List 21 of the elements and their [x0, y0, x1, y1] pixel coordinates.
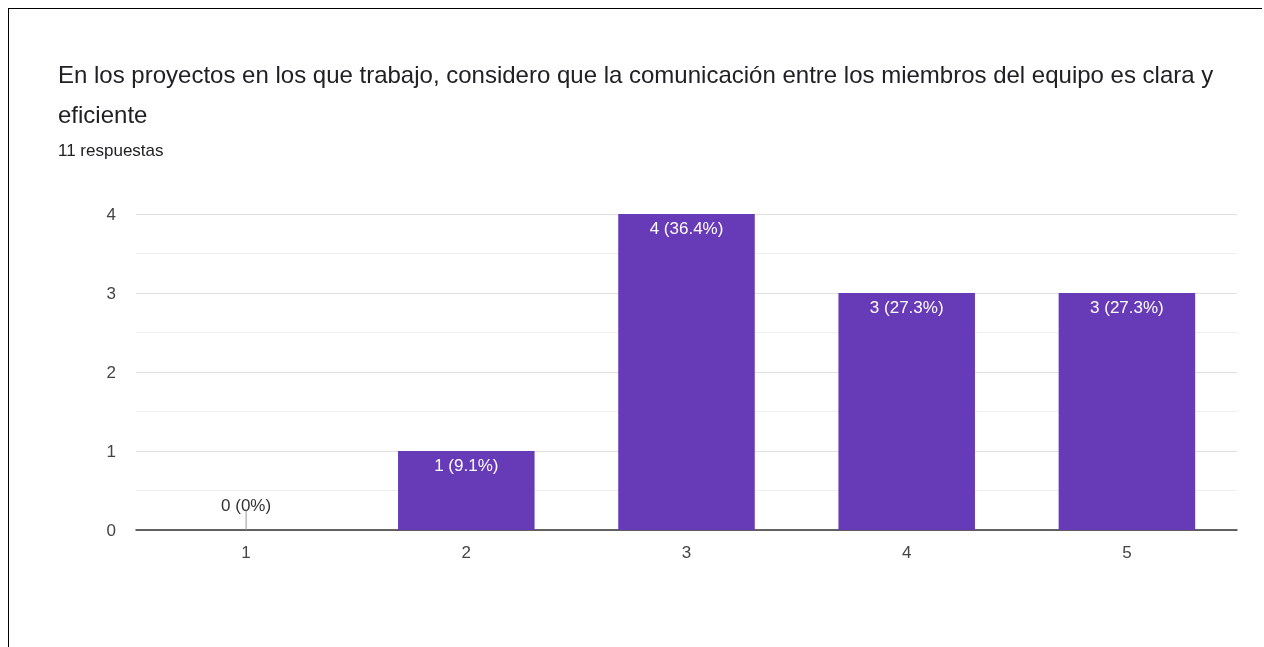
bar: [838, 293, 975, 530]
data-label: 1 (9.1%): [434, 456, 499, 475]
y-tick-label: 3: [106, 283, 116, 303]
chart-subtitle: 11 respuestas: [58, 141, 164, 160]
bar: [398, 451, 535, 530]
x-tick-label: 3: [681, 543, 692, 562]
x-tick-label: 1: [241, 543, 251, 562]
y-tick-label: 2: [106, 362, 116, 382]
chart-title: En los proyectos en los que trabajo, considero que la comunicación entre los miembros del equipo es clara y eficiente: [58, 60, 1220, 128]
x-tick-label: 5: [1122, 543, 1132, 562]
y-tick-label: 1: [106, 441, 116, 461]
data-label: 4 (36.4%): [649, 219, 724, 238]
x-tick-label: 4: [901, 543, 912, 562]
data-label: 3 (27.3%): [869, 298, 944, 317]
x-tick-label: 2: [461, 543, 472, 562]
data-label: 0 (0%): [221, 496, 272, 515]
bar: [1058, 293, 1196, 530]
bar: [618, 214, 755, 530]
y-tick-label: 0: [106, 520, 116, 540]
data-label: 3 (27.3%): [1090, 298, 1164, 317]
y-tick-label: 4: [106, 204, 116, 224]
